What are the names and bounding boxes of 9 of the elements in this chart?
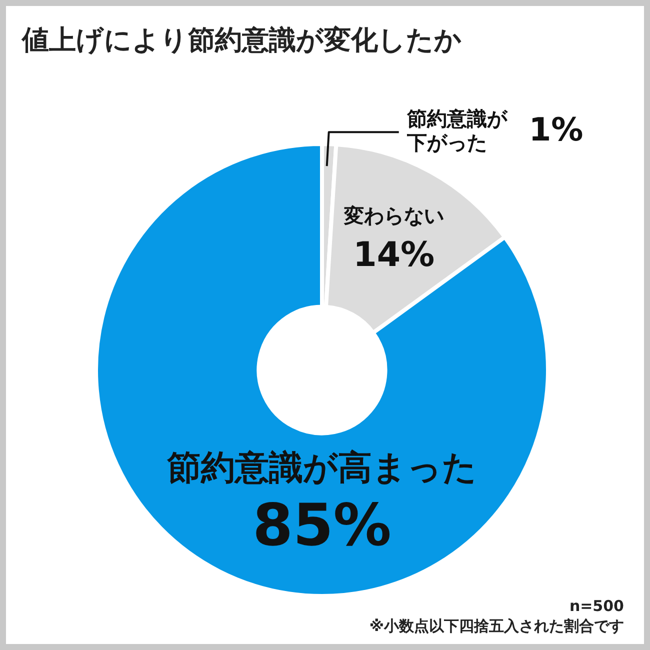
chart-title: 値上げにより節約意識が変化したか	[22, 24, 462, 58]
slice-label: 節約意識が下がった	[406, 106, 508, 154]
data-label: 1%	[528, 110, 584, 148]
slice-label: 節約意識が高まった	[166, 448, 477, 488]
slice-label: 変わらない	[342, 203, 444, 228]
text: n=500	[568, 596, 624, 616]
text: ※小数点以下四捨五入された割合です	[369, 616, 624, 636]
data-label: 14%	[353, 235, 435, 276]
data-label: 85%	[252, 491, 392, 560]
